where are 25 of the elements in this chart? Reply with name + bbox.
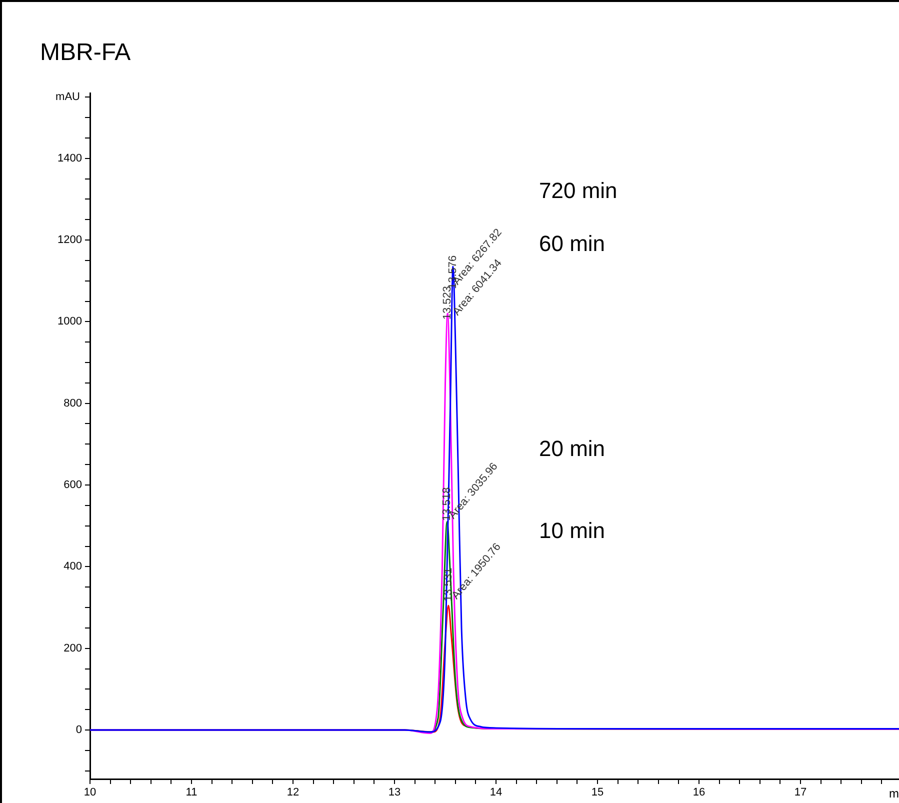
annotation: 60 min	[539, 231, 606, 256]
annotation: 720 min	[539, 178, 618, 204]
x-tick-label: 16	[692, 786, 706, 799]
y-axis-title: mAU	[56, 91, 80, 104]
y-tick-label: 800	[64, 397, 82, 410]
y-tick-label: 200	[64, 642, 82, 654]
x-tick-label: 17	[794, 786, 807, 799]
annotation: 13.523	[442, 286, 454, 320]
x-tick-label: 13	[388, 786, 401, 799]
chart-title: MBR-FA	[40, 39, 131, 66]
y-tick-label: 1400	[58, 152, 82, 164]
y-tick-label: 400	[64, 560, 82, 573]
x-tick-label: 10	[84, 786, 96, 799]
x-tick-label: 12	[286, 786, 300, 799]
annotation: 10 min	[539, 518, 606, 544]
y-tick-label: 1200	[58, 234, 82, 246]
annotation: 13.531	[442, 568, 454, 602]
x-axis-title: m	[889, 786, 899, 800]
y-tick-label: 600	[64, 479, 82, 492]
y-tick-label: 1000	[58, 316, 82, 328]
x-tick-label: 11	[186, 786, 198, 799]
annotation: 20 min	[539, 436, 606, 462]
x-tick-label: 15	[591, 786, 604, 799]
x-tick-label: 14	[490, 786, 502, 799]
y-tick-label: 0	[76, 724, 82, 736]
